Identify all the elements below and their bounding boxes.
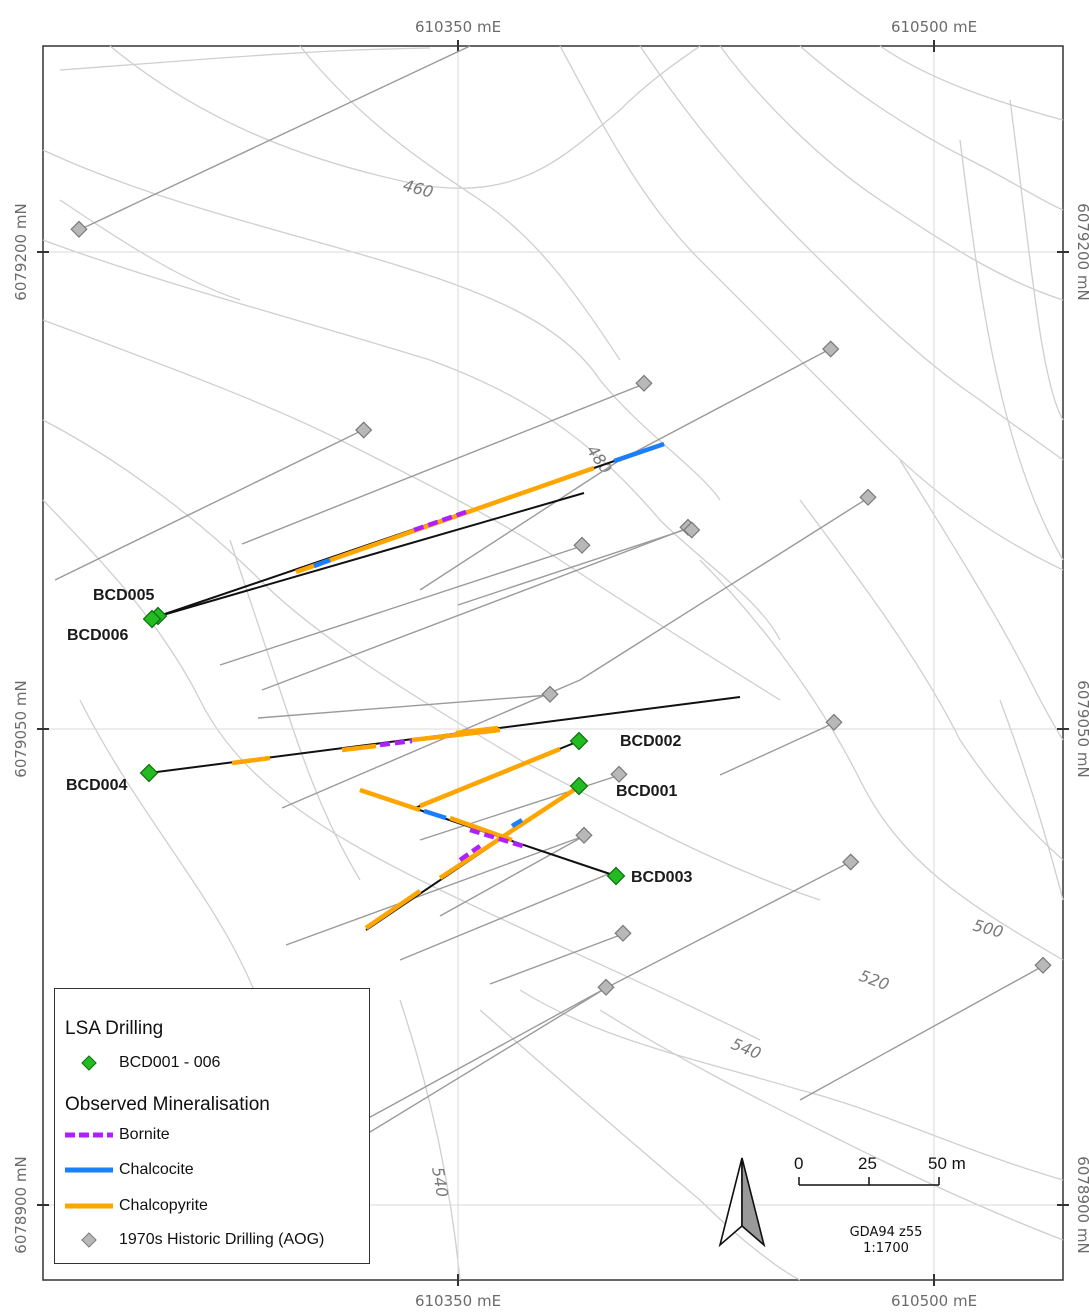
legend-historic-label: 1970s Historic Drilling (AOG)	[119, 1231, 325, 1248]
hole-label-bcd001: BCD001	[616, 783, 677, 800]
legend-chalcocite-label: Chalcocite	[119, 1161, 194, 1178]
historic-collar	[597, 978, 615, 996]
historic-collar	[573, 536, 591, 554]
northing-right-3: 6078900 mN	[1074, 1156, 1089, 1253]
legend-chalcopyrite-label: Chalcopyrite	[119, 1197, 208, 1214]
chalcopyrite-line-icon	[65, 1195, 113, 1217]
historic-collar	[635, 374, 653, 392]
lsa-collar-bcd001[interactable]	[569, 776, 589, 796]
scale-ratio: 1:1700	[863, 1241, 909, 1256]
northing-left-3: 6078900 mN	[12, 1156, 30, 1253]
historic-collar	[842, 853, 860, 871]
lsa-collar-bcd006[interactable]	[142, 609, 162, 629]
lsa-collar-bcd004[interactable]	[139, 763, 159, 783]
legend-item-bornite: Bornite	[65, 1124, 170, 1146]
hole-label-bcd006: BCD006	[67, 627, 128, 644]
scale-tick-50: 50 m	[928, 1154, 966, 1173]
lsa-collar-bcd002[interactable]	[569, 731, 589, 751]
legend-item-chalcocite: Chalcocite	[65, 1159, 194, 1181]
legend-title: LSA Drilling	[65, 1018, 164, 1039]
north-arrow-icon	[718, 1157, 766, 1248]
historic-collar	[575, 826, 593, 844]
historic-collar	[683, 521, 701, 539]
lsa-collar-bcd003[interactable]	[606, 866, 626, 886]
scale-tick-25: 25	[858, 1154, 877, 1173]
easting-bottom-1: 610350 mE	[415, 1292, 501, 1310]
mineralisation-chalcocite	[313, 441, 665, 828]
northing-right-1: 6079200 mN	[1074, 203, 1089, 300]
historic-collar	[859, 488, 877, 506]
scale-bar-graphic	[798, 1177, 940, 1186]
easting-top-1: 610350 mE	[415, 18, 501, 36]
historic-collar	[614, 924, 632, 942]
mineralisation-bornite	[379, 509, 527, 862]
northing-left-2: 6079050 mN	[12, 680, 30, 777]
scale-crs-name: GDA94 z55	[849, 1225, 923, 1240]
grey-diamond-icon	[65, 1229, 113, 1251]
scale-tick-0: 0	[794, 1154, 804, 1173]
legend-item-lsa: BCD001 - 006	[65, 1052, 220, 1074]
map-legend: LSA Drilling BCD001 - 006 Observed Miner…	[54, 988, 370, 1264]
grid-ticks	[37, 40, 1069, 1286]
northing-right-2: 6079050 mN	[1074, 680, 1089, 777]
lsa-collars	[139, 606, 626, 886]
historic-collar	[825, 713, 843, 731]
easting-top-2: 610500 mE	[891, 18, 977, 36]
hole-label-bcd004: BCD004	[66, 777, 127, 794]
chalcocite-line-icon	[65, 1159, 113, 1181]
historic-collar	[70, 220, 88, 238]
historic-collar	[541, 685, 559, 703]
scale-bar: 0 25 50 m GDA94 z55 1:1700	[716, 1150, 996, 1256]
legend-bornite-label: Bornite	[119, 1126, 170, 1143]
scale-crs: GDA94 z55 1:1700	[826, 1225, 946, 1257]
bornite-line-icon	[65, 1124, 113, 1146]
hole-label-bcd002: BCD002	[620, 733, 681, 750]
hole-label-bcd003: BCD003	[631, 869, 692, 886]
historic-collar	[1034, 956, 1052, 974]
historic-collar	[610, 765, 628, 783]
grid-lines	[43, 46, 1063, 1280]
historic-collar	[355, 421, 373, 439]
legend-subtitle: Observed Mineralisation	[65, 1094, 270, 1115]
northing-left-1: 6079200 mN	[12, 203, 30, 300]
easting-bottom-2: 610500 mE	[891, 1292, 977, 1310]
legend-item-historic: 1970s Historic Drilling (AOG)	[65, 1229, 324, 1251]
contour-lines	[42, 45, 1064, 1281]
legend-lsa-label: BCD001 - 006	[119, 1054, 221, 1071]
hole-label-bcd005: BCD005	[93, 587, 154, 604]
historic-collar	[822, 340, 840, 358]
historic-collars	[70, 220, 1052, 996]
legend-item-chalcopyrite: Chalcopyrite	[65, 1195, 208, 1217]
green-diamond-icon	[65, 1052, 113, 1074]
